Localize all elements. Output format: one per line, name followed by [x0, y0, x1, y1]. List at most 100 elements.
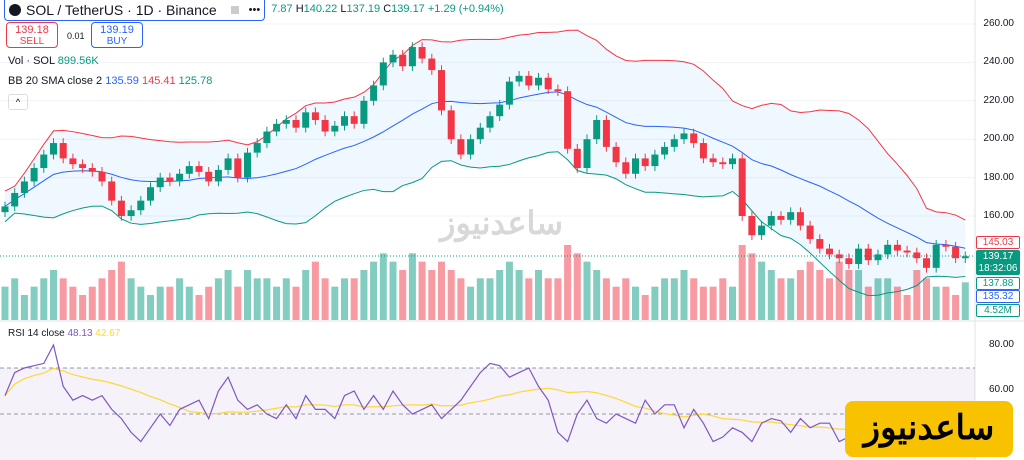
- volume-bar: [20, 295, 28, 320]
- bb-label: BB 20 SMA close 2: [8, 75, 103, 87]
- volume-bar: [719, 278, 727, 320]
- volume-bar: [88, 286, 96, 320]
- volume-legend[interactable]: Vol · SOL 899.56K: [8, 55, 99, 67]
- candle-body: [127, 210, 135, 216]
- candle-body: [961, 256, 969, 259]
- volume-bar: [379, 253, 387, 320]
- volume-bar: [680, 270, 688, 320]
- candle-body: [670, 139, 678, 147]
- candle-body: [942, 244, 950, 247]
- volume-bar: [214, 278, 222, 320]
- volume-bar: [874, 278, 882, 320]
- volume-bar: [670, 278, 678, 320]
- volume-bar: [331, 286, 339, 320]
- volume-bar: [205, 286, 213, 320]
- candle-body: [234, 158, 242, 178]
- volume-bar: [486, 278, 494, 320]
- candle-body: [263, 131, 271, 144]
- volume-bar: [438, 261, 445, 320]
- candle-body: [418, 47, 426, 59]
- volume-bar: [350, 278, 358, 320]
- symbol-header[interactable]: SOL / TetherUS · 1D · Binance •••: [4, 0, 266, 21]
- candle-body: [428, 58, 436, 71]
- sell-price: 139.18: [15, 24, 49, 36]
- volume-bar: [544, 278, 552, 320]
- volume-bar: [108, 270, 116, 320]
- flag-icon[interactable]: [230, 6, 239, 14]
- candle-body: [30, 168, 38, 182]
- rsi-legend[interactable]: RSI 14 close 48.13 42.67: [8, 328, 120, 339]
- candle-body: [767, 216, 775, 226]
- candle-body: [11, 192, 19, 207]
- volume-bar: [98, 278, 106, 320]
- rsi-label: RSI 14 close: [8, 328, 65, 339]
- candle-body: [680, 133, 688, 140]
- candle-body: [370, 85, 378, 101]
- volume-bar: [234, 286, 242, 320]
- bb-fill: [5, 30, 966, 296]
- candle-body: [826, 248, 833, 255]
- rsi-tick: 60.00: [988, 384, 1014, 395]
- sell-button[interactable]: 139.18 SELL: [6, 22, 58, 48]
- volume-bar: [767, 270, 775, 320]
- volume-bar: [418, 261, 426, 320]
- candle-body: [476, 127, 484, 140]
- candle-body: [583, 139, 591, 168]
- volume-bar: [535, 270, 542, 320]
- volume-bar: [447, 270, 455, 320]
- rsi-ma-value: 42.67: [95, 328, 121, 339]
- candle-body: [321, 120, 329, 132]
- volume-bar: [826, 278, 833, 320]
- volume-bar: [816, 270, 824, 320]
- candle-body: [59, 143, 67, 159]
- candle-body: [806, 225, 814, 240]
- high-value: 140.22: [303, 3, 338, 15]
- candle-body: [88, 168, 96, 172]
- bb-upper-line: [4, 29, 966, 221]
- price-tick: 220.00: [983, 95, 1014, 106]
- buy-button[interactable]: 139.19 BUY: [91, 22, 143, 48]
- candle-body: [690, 133, 698, 144]
- volume-bar: [787, 278, 795, 320]
- last-price-tag: 139.17 18:32:06: [976, 250, 1020, 275]
- volume-bar: [408, 253, 416, 320]
- collapse-legend-button[interactable]: ^: [8, 94, 28, 110]
- candle-body: [224, 158, 232, 170]
- candle-body: [341, 116, 348, 126]
- vol-label: Vol · SOL: [8, 55, 55, 67]
- volume-bar: [525, 278, 533, 320]
- candle-body: [884, 244, 892, 255]
- volume-bar: [428, 270, 436, 320]
- buy-label: BUY: [106, 36, 128, 47]
- candle-body: [893, 244, 901, 251]
- volume-bar: [496, 270, 504, 320]
- bb-legend[interactable]: BB 20 SMA close 2 135.59 145.41 125.78: [8, 75, 212, 87]
- volume-bar: [564, 245, 572, 320]
- candle-body: [544, 77, 552, 90]
- volume-bar: [952, 295, 960, 320]
- candle-body: [438, 70, 445, 111]
- volume-bar: [137, 286, 145, 320]
- candle-body: [467, 139, 475, 155]
- candle-body: [20, 181, 28, 193]
- volume-bar: [40, 278, 48, 320]
- volume-bar: [593, 270, 601, 320]
- volume-bar: [59, 278, 67, 320]
- candle-body: [244, 152, 251, 178]
- volume-bar: [709, 286, 717, 320]
- volume-bar: [864, 286, 872, 320]
- volume-bar: [457, 278, 465, 320]
- volume-bar: [690, 278, 698, 320]
- volume-bar: [467, 286, 475, 320]
- candle-body: [864, 248, 872, 261]
- brand-logo: ساعدنیوز: [845, 401, 1013, 457]
- candle-body: [874, 254, 882, 261]
- candle-body: [719, 162, 727, 165]
- candle-body: [1, 206, 9, 213]
- bb-basis-value: 135.59: [105, 75, 139, 87]
- more-icon[interactable]: •••: [248, 4, 261, 16]
- volume-bar: [263, 278, 271, 320]
- volume-bar: [176, 278, 184, 320]
- volume-bar: [147, 295, 154, 320]
